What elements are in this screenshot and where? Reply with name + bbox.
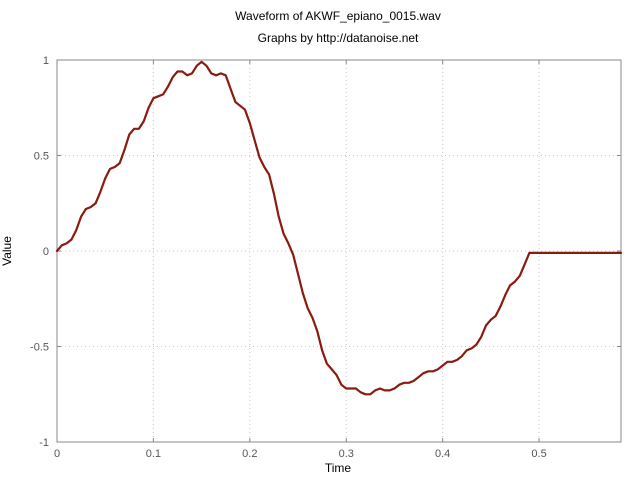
waveform-series-line [55, 60, 623, 396]
x-axis-label: Time [325, 461, 352, 475]
y-tick-label: 0 [43, 246, 49, 258]
y-tick-label: 1 [43, 55, 49, 67]
x-tick-label: 0.1 [146, 448, 161, 460]
x-tick-label: 0.5 [531, 448, 546, 460]
y-tick-label: -0.5 [30, 342, 49, 354]
x-tick-label: 0.4 [435, 448, 450, 460]
x-tick-label: 0.3 [339, 448, 354, 460]
y-axis-label: Value [0, 236, 14, 266]
x-tick-labels: 0 0.1 0.2 0.3 0.4 0.5 [54, 448, 547, 460]
y-tick-label: -1 [39, 437, 49, 449]
chart-title: Waveform of AKWF_epiano_0015.wav [235, 9, 441, 23]
x-tick-label: 0.2 [242, 448, 257, 460]
y-tick-label: 0.5 [34, 151, 49, 163]
grid [56, 59, 621, 443]
y-tick-labels: 1 0.5 0 -0.5 -1 [30, 55, 49, 449]
chart-subtitle: Graphs by http://datanoise.net [258, 31, 419, 45]
x-tick-label: 0 [54, 448, 60, 460]
